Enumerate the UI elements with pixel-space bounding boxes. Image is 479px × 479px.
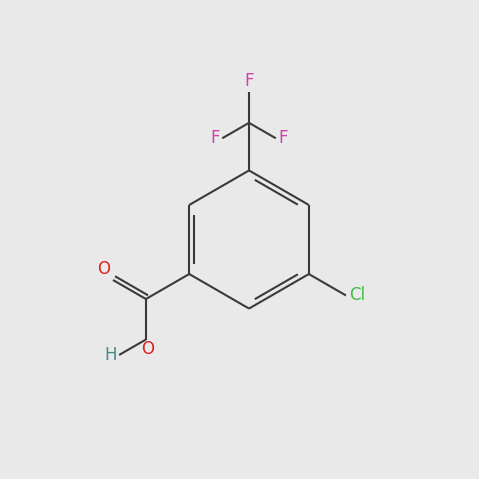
- Text: O: O: [141, 341, 154, 358]
- Text: O: O: [98, 260, 111, 278]
- Text: F: F: [244, 72, 254, 91]
- Text: Cl: Cl: [349, 286, 365, 305]
- Text: F: F: [210, 129, 220, 148]
- Text: F: F: [278, 129, 288, 148]
- Text: H: H: [104, 346, 117, 364]
